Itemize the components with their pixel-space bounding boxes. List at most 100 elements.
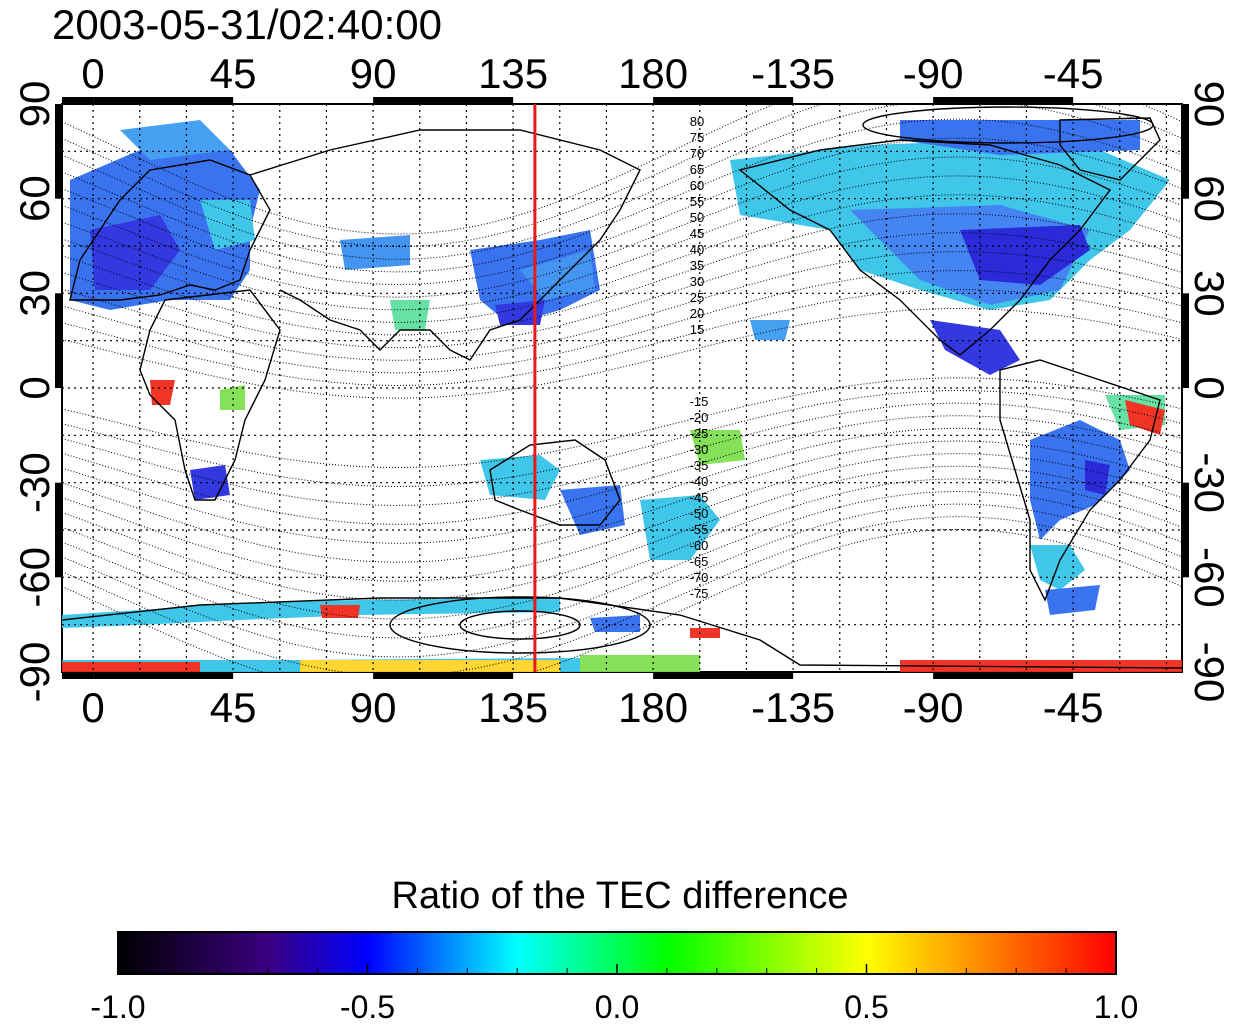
contour-label: -15 xyxy=(690,394,709,409)
axis-bar-left xyxy=(55,482,62,578)
colorbar-ticks: -1.0 -0.5 0.0 0.5 1.0 xyxy=(90,964,1138,1024)
mag-contour-line xyxy=(62,465,1182,601)
mag-contour-line xyxy=(62,389,1182,488)
contour-label: 75 xyxy=(690,130,704,145)
contour-label: 20 xyxy=(690,306,704,321)
mag-contour-line xyxy=(62,232,1182,349)
mag-contour-line xyxy=(62,427,1182,544)
contour-label: -50 xyxy=(690,506,709,521)
lon-tick-label: 90 xyxy=(350,50,397,97)
contour-label: 40 xyxy=(690,242,704,257)
lon-ticks-bottom: 0 45 90 135 180 -135 -90 -45 xyxy=(81,684,1103,731)
mag-contour-line xyxy=(62,308,1182,399)
axis-bar-right xyxy=(1182,293,1189,388)
contour-label: -20 xyxy=(690,410,709,425)
south-pole-contour xyxy=(389,596,651,654)
north-pole-contour xyxy=(862,106,1154,144)
colorbar-tick-label: -1.0 xyxy=(90,989,145,1024)
contour-label: 80 xyxy=(690,114,704,129)
lat-tick-label: 60 xyxy=(1186,175,1233,222)
lat-tick-label: 0 xyxy=(11,376,58,399)
mag-contour-line xyxy=(62,175,1182,311)
contour-label: 15 xyxy=(690,322,704,337)
contour-label: 25 xyxy=(690,290,704,305)
mag-contour-line xyxy=(62,104,1182,235)
axis-bars xyxy=(55,97,1189,679)
mag-contour-line xyxy=(62,528,1182,672)
contour-label: -75 xyxy=(690,586,709,601)
coastlines xyxy=(62,117,1182,669)
contour-label: -55 xyxy=(690,522,709,537)
lon-tick-label: 45 xyxy=(210,684,257,731)
mag-contour-line xyxy=(62,137,1182,286)
axis-bar-bottom xyxy=(373,672,514,679)
axis-bar-bottom xyxy=(62,672,94,679)
contour-label: 35 xyxy=(690,258,704,273)
contour-label: 55 xyxy=(690,194,704,209)
contour-label: 65 xyxy=(690,162,704,177)
mag-contour-line xyxy=(62,415,1182,525)
contour-label: -60 xyxy=(690,538,709,553)
contour-label: 60 xyxy=(690,178,704,193)
colorbar-tick-label: 0.5 xyxy=(844,989,888,1024)
lat-tick-label: 90 xyxy=(11,81,58,128)
lat-tick-label: -90 xyxy=(11,642,58,703)
lat-tick-label: -90 xyxy=(1186,642,1233,703)
contour-label: 70 xyxy=(690,146,704,161)
lat-tick-label: -60 xyxy=(11,547,58,608)
axis-bar-top xyxy=(373,97,514,104)
lat-ticks-right: 90 60 30 0 -30 -60 -90 xyxy=(1186,81,1233,703)
colorbar-title: Ratio of the TEC difference xyxy=(391,875,849,917)
lon-tick-label: -45 xyxy=(1043,684,1104,731)
axis-bar-left xyxy=(55,104,62,199)
contour-label: -30 xyxy=(690,442,709,457)
contour-label: -45 xyxy=(690,490,709,505)
mag-contour-line xyxy=(62,377,1182,468)
contour-label: -35 xyxy=(690,458,709,473)
lon-tick-label: 135 xyxy=(478,684,548,731)
axis-bar-bottom xyxy=(93,672,234,679)
lat-tick-label: 30 xyxy=(11,270,58,317)
colorbar-tick-label: 0.0 xyxy=(595,989,639,1024)
south-pole-inner-contour xyxy=(459,610,581,640)
lon-tick-label: -135 xyxy=(751,684,835,731)
colorbar-tick-label: -0.5 xyxy=(340,989,395,1024)
lon-tick-label: 135 xyxy=(478,50,548,97)
timestamp: 2003-05-31/02:40:00 xyxy=(52,1,442,48)
mag-contour-line xyxy=(62,478,1182,620)
contour-label: 30 xyxy=(690,274,704,289)
lat-tick-label: -30 xyxy=(11,452,58,513)
lat-tick-label: -30 xyxy=(1186,452,1233,513)
lon-tick-label: 90 xyxy=(350,684,397,731)
axis-bar-right xyxy=(1182,482,1189,578)
axis-bar-top xyxy=(62,97,94,104)
axis-bar-bottom xyxy=(653,672,794,679)
lat-tick-label: 30 xyxy=(1186,270,1233,317)
colorbar-tick-label: 1.0 xyxy=(1094,989,1138,1024)
magnetic-contours xyxy=(62,104,1182,672)
mag-contour-line xyxy=(62,516,1182,672)
lon-tick-label: -90 xyxy=(903,50,964,97)
contour-label: -65 xyxy=(690,554,709,569)
lat-tick-label: -60 xyxy=(1186,547,1233,608)
lat-tick-label: 90 xyxy=(1186,81,1233,128)
axis-bar-right xyxy=(1182,104,1189,199)
graticule xyxy=(62,104,1182,672)
axis-bar-top xyxy=(93,97,234,104)
lon-tick-label: -90 xyxy=(903,684,964,731)
mag-contour-line xyxy=(62,156,1182,298)
axis-bar-top xyxy=(933,97,1074,104)
lon-tick-label: 0 xyxy=(81,50,104,97)
contour-label: 50 xyxy=(690,210,704,225)
lon-tick-label: 45 xyxy=(210,50,257,97)
lon-tick-label: 0 xyxy=(81,684,104,731)
lon-ticks-top: 0 45 90 135 180 -135 -90 -45 xyxy=(81,50,1103,97)
lat-tick-label: 60 xyxy=(11,175,58,222)
axis-bar-top xyxy=(653,97,794,104)
axis-bar-bottom xyxy=(933,672,1074,679)
mag-contour-line xyxy=(62,288,1182,387)
contour-label: -70 xyxy=(690,570,709,585)
mag-contour-line xyxy=(62,251,1182,361)
